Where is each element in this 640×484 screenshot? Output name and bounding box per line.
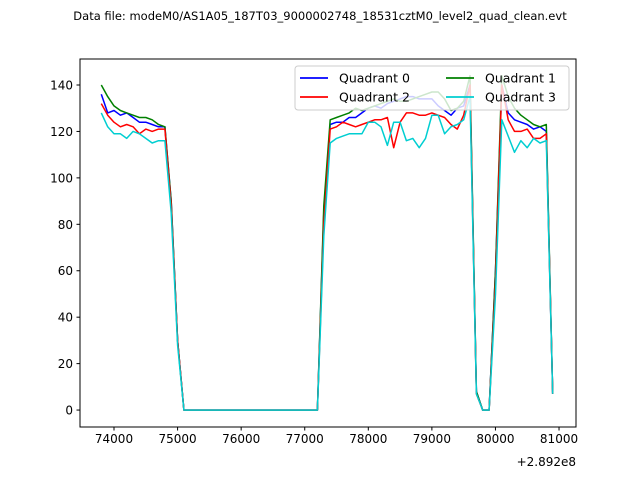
y-tick-label: 40 — [58, 311, 73, 325]
x-tick-label: 77000 — [286, 432, 324, 446]
legend: Quadrant 0 Quadrant 1 Quadrant 2 Quadrant 3 — [294, 65, 570, 111]
axes-frame — [79, 58, 577, 428]
x-tick-label: 75000 — [158, 432, 196, 446]
chart-title: Data file: modeM0/AS1A05_187T03_90000027… — [73, 9, 567, 23]
series-line-quadrant-1 — [100, 74, 554, 411]
y-tick-label: 0 — [65, 404, 73, 418]
y-tick-label: 140 — [50, 79, 73, 93]
x-tick-label: 76000 — [222, 432, 260, 446]
legend-label: Quadrant 0 — [339, 71, 410, 86]
series-line-quadrant-2 — [100, 84, 554, 411]
y-tick-label: 20 — [58, 357, 73, 371]
x-tick-label: 74000 — [95, 432, 133, 446]
series-line-quadrant-3 — [100, 95, 554, 411]
x-tick-label: 81000 — [540, 432, 578, 446]
legend-label: Quadrant 1 — [485, 71, 556, 86]
series-line-quadrant-0 — [100, 84, 554, 411]
legend-label: Quadrant 3 — [485, 90, 556, 105]
x-tick-label: 78000 — [349, 432, 387, 446]
x-tick-label: 80000 — [476, 432, 514, 446]
y-tick-label: 60 — [58, 264, 73, 278]
y-tick-label: 120 — [50, 125, 73, 139]
legend-box — [294, 65, 570, 111]
y-axis: 0 20 40 60 80 100 120 140 — [50, 79, 80, 418]
y-tick-label: 80 — [58, 218, 73, 232]
plot-area — [100, 74, 554, 411]
x-offset-label: +2.892e8 — [517, 455, 576, 469]
x-axis: 74000 75000 76000 77000 78000 79000 80000 81000 — [95, 427, 578, 446]
x-tick-label: 79000 — [413, 432, 451, 446]
y-tick-label: 100 — [50, 171, 73, 185]
legend-label: Quadrant 2 — [339, 90, 410, 105]
